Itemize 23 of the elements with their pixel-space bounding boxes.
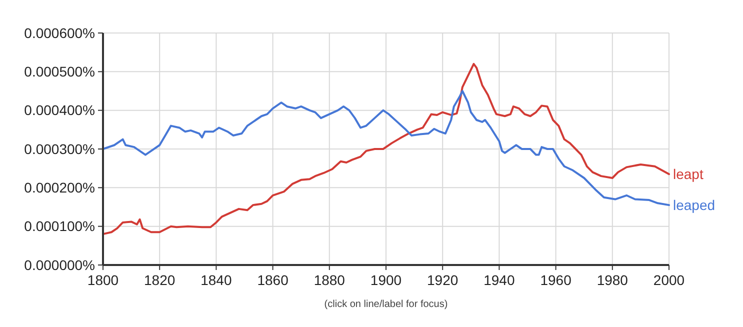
x-tick-label: 1880 [314, 272, 346, 288]
x-tick-label: 1840 [200, 272, 232, 288]
x-tick-label: 1900 [370, 272, 402, 288]
x-tick-label: 1820 [144, 272, 176, 288]
x-tick-label: 2000 [653, 272, 685, 288]
x-tick-label: 1920 [427, 272, 458, 288]
series-label: leaped [673, 196, 716, 213]
line-series [102, 90, 670, 206]
y-tick-label: 0.000200% [24, 180, 95, 196]
x-tick-label: 1800 [87, 272, 119, 288]
series-label: leapt [673, 166, 704, 182]
text: (click on line/label for focus) [324, 299, 448, 310]
x-tick-label: 1980 [596, 272, 628, 288]
x-tick-label: 1860 [257, 272, 289, 288]
y-tick-label: 0.000100% [24, 218, 95, 234]
y-tick-label: 0.000000% [24, 256, 95, 273]
y-tick-label: 0.000300% [24, 140, 95, 157]
line-series [102, 62, 670, 236]
y-tick-label: 0.000600% [24, 24, 95, 41]
y-tick-label: 0.000400% [24, 102, 95, 118]
x-tick-label: 1960 [540, 272, 572, 288]
y-tick-label: 0.000500% [24, 64, 95, 80]
x-tick-label: 1940 [484, 272, 515, 288]
